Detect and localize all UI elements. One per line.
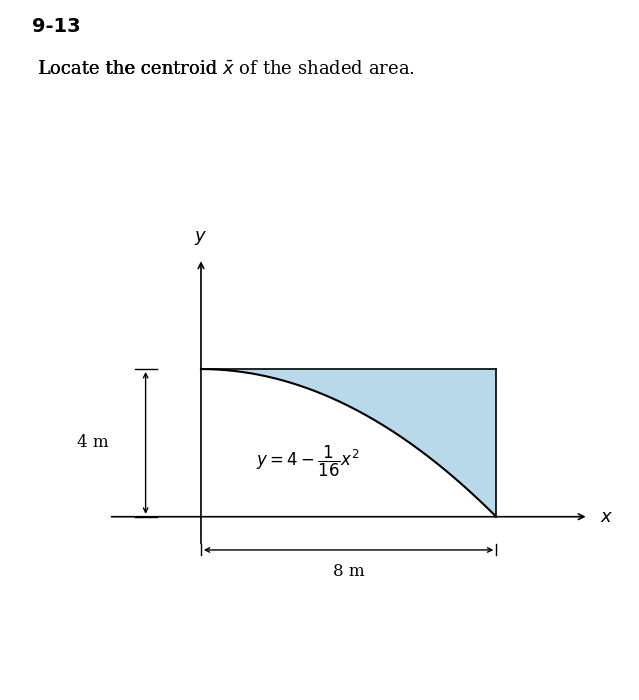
- Text: Locate the centroid: Locate the centroid: [38, 60, 223, 78]
- Text: 4 m: 4 m: [77, 435, 109, 452]
- Text: 9-13: 9-13: [32, 18, 81, 36]
- Text: $x$: $x$: [599, 508, 613, 526]
- Text: $y$: $y$: [194, 230, 208, 247]
- Text: 8 m: 8 m: [333, 563, 364, 580]
- Text: Locate the centroid $\bar{x}$ of the shaded area.: Locate the centroid $\bar{x}$ of the sha…: [38, 60, 415, 78]
- Polygon shape: [201, 369, 497, 517]
- Text: $y = 4 - \dfrac{1}{16}x^2$: $y = 4 - \dfrac{1}{16}x^2$: [256, 444, 360, 479]
